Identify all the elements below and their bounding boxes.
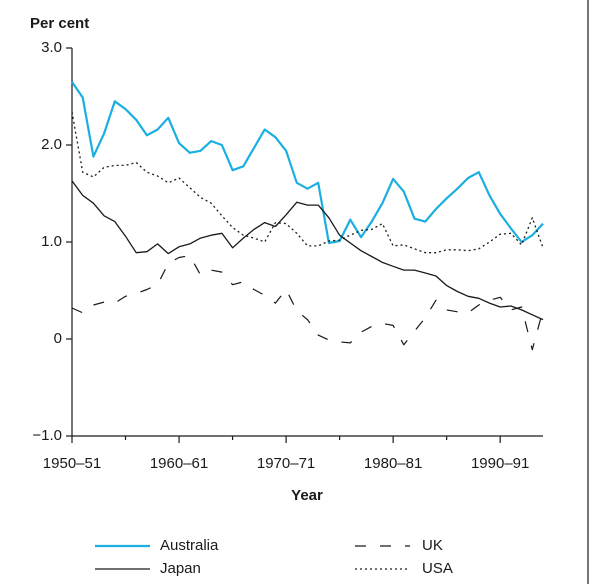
line-series bbox=[71, 81, 544, 245]
legend-label: USA bbox=[422, 560, 453, 577]
x-tick-label: 1990–91 bbox=[471, 455, 529, 472]
legend-label: Japan bbox=[160, 560, 201, 577]
legend-label: UK bbox=[422, 537, 443, 554]
y-tick-label: 2.0 bbox=[41, 136, 62, 153]
line-series bbox=[71, 180, 544, 321]
y-axis-title: Per cent bbox=[30, 15, 89, 32]
x-tick-label: 1970–71 bbox=[257, 455, 315, 472]
legend-label: Australia bbox=[160, 537, 219, 554]
y-tick-label: −1.0 bbox=[32, 427, 62, 444]
x-tick-label: 1980–81 bbox=[364, 455, 422, 472]
line-series bbox=[71, 111, 544, 254]
y-tick-label: 0 bbox=[54, 330, 62, 347]
y-tick-label: 3.0 bbox=[41, 39, 62, 56]
x-tick-label: 1950–51 bbox=[43, 455, 101, 472]
line-series bbox=[71, 255, 544, 351]
x-tick-label: 1960–61 bbox=[150, 455, 208, 472]
x-axis-title: Year bbox=[291, 487, 323, 504]
y-tick-label: 1.0 bbox=[41, 233, 62, 250]
